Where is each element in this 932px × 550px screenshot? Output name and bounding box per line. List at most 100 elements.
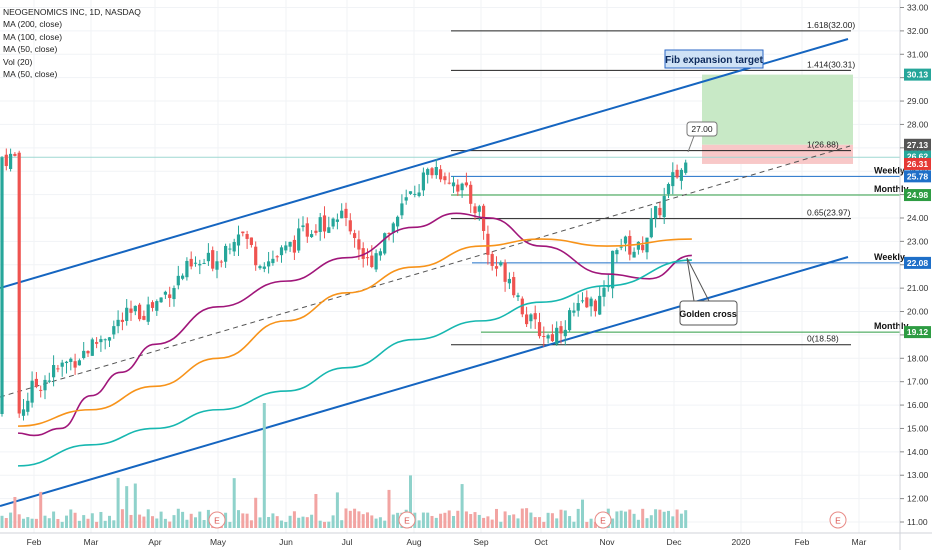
volume-bar xyxy=(550,513,554,528)
volume-bar xyxy=(525,508,529,528)
stop-zone xyxy=(702,144,853,164)
price-label-text: 26.31 xyxy=(907,159,929,169)
volume-bar xyxy=(34,518,38,528)
volume-bar xyxy=(486,516,490,528)
volume-bar xyxy=(125,486,129,528)
earnings-marker-label: E xyxy=(214,516,220,526)
candle-body xyxy=(310,234,314,238)
candle-body xyxy=(258,266,262,269)
volume-bar xyxy=(73,512,77,528)
candle-body xyxy=(271,258,275,264)
volume-bar xyxy=(194,517,197,528)
fib-level-label: 0.65(23.97) xyxy=(807,208,851,218)
candle-body xyxy=(47,380,51,382)
price-callout-box xyxy=(686,121,718,137)
price-label-box xyxy=(904,326,931,339)
fib-level-label: 1.618(32.00) xyxy=(807,20,855,30)
price-label-text: 26.62 xyxy=(907,152,929,162)
volume-bar xyxy=(671,516,675,528)
volume-bar xyxy=(318,520,322,528)
earnings-marker xyxy=(829,511,847,529)
x-tick-label: Nov xyxy=(599,537,615,547)
volume-bar xyxy=(305,517,309,528)
volume-bar xyxy=(172,515,176,528)
candle-body xyxy=(26,400,30,412)
volume-bar xyxy=(168,521,172,528)
legend-item[interactable]: Vol (20) xyxy=(3,56,33,67)
price-label-box xyxy=(904,68,931,81)
candle-body xyxy=(550,334,554,342)
volume-bar xyxy=(4,518,8,528)
candle-body xyxy=(224,245,228,262)
volume-bar xyxy=(378,517,382,528)
volume-bar xyxy=(301,516,305,528)
legend-item[interactable]: MA (50, close) xyxy=(3,44,58,55)
candle-body xyxy=(400,203,404,216)
volume-bar xyxy=(559,509,563,528)
candle-body xyxy=(206,252,210,262)
earnings-marker xyxy=(594,511,612,529)
candle-body xyxy=(120,319,124,322)
candle-body xyxy=(236,234,241,246)
candle-body xyxy=(357,239,361,250)
volume-bar xyxy=(417,520,421,528)
volume-bar xyxy=(477,514,481,528)
volume-bar xyxy=(641,508,645,528)
price-callout-text: 27.00 xyxy=(691,124,713,134)
earnings-marker xyxy=(398,511,416,529)
legend-item[interactable]: MA (200, close) xyxy=(3,19,63,30)
volume-bar xyxy=(232,478,236,528)
volume-bar xyxy=(206,509,210,528)
candle-body xyxy=(17,152,21,414)
candle-body xyxy=(146,304,150,322)
candle-body xyxy=(129,308,133,313)
volume-bar xyxy=(667,510,670,528)
volume-bar xyxy=(56,518,60,528)
fib-level-label: 1.414(30.31) xyxy=(807,59,855,69)
candle-body xyxy=(499,262,503,266)
price-label-text: 22.08 xyxy=(907,258,929,268)
candle-body xyxy=(133,305,137,312)
candle-body xyxy=(202,262,206,264)
candle-body xyxy=(13,153,17,156)
legend-item[interactable]: MA (100, close) xyxy=(3,31,63,42)
volume-bar xyxy=(120,509,124,528)
candle-body xyxy=(112,326,116,335)
y-tick-label: 17.00 xyxy=(907,377,929,387)
candle-body xyxy=(64,361,69,364)
volume-bar xyxy=(198,511,202,528)
legend-item[interactable]: MA (50, close) xyxy=(3,69,58,80)
volume-bar xyxy=(13,496,17,528)
candle-body xyxy=(593,300,597,312)
support-level-label: Monthly xyxy=(874,184,909,194)
volume-bar xyxy=(237,510,240,528)
candle-body xyxy=(219,261,223,263)
candle-body xyxy=(451,182,456,187)
candle-body xyxy=(288,241,292,247)
candle-body xyxy=(533,313,537,320)
candle-body xyxy=(555,327,559,345)
candle-body xyxy=(284,245,288,251)
x-tick-label: Apr xyxy=(148,537,161,547)
volume-bar xyxy=(43,515,47,528)
candle-body xyxy=(90,339,94,356)
candle-body xyxy=(138,304,142,320)
candle-body xyxy=(520,298,524,315)
volume-bar xyxy=(267,516,271,528)
volume-bar xyxy=(284,521,288,528)
volume-bar xyxy=(335,492,339,528)
volume-bar xyxy=(353,508,357,528)
volume-bar xyxy=(108,515,111,528)
price-label-box xyxy=(904,256,931,269)
candle-body xyxy=(4,154,8,167)
moving-average-line xyxy=(17,259,692,467)
earnings-marker-label: E xyxy=(404,516,410,526)
candle-body xyxy=(507,278,511,284)
volume-bar xyxy=(202,520,206,528)
volume-bar xyxy=(533,517,537,528)
candle-body xyxy=(658,207,662,216)
candle-body xyxy=(21,409,26,416)
volume-bar xyxy=(460,484,464,528)
volume-bar xyxy=(632,513,636,528)
